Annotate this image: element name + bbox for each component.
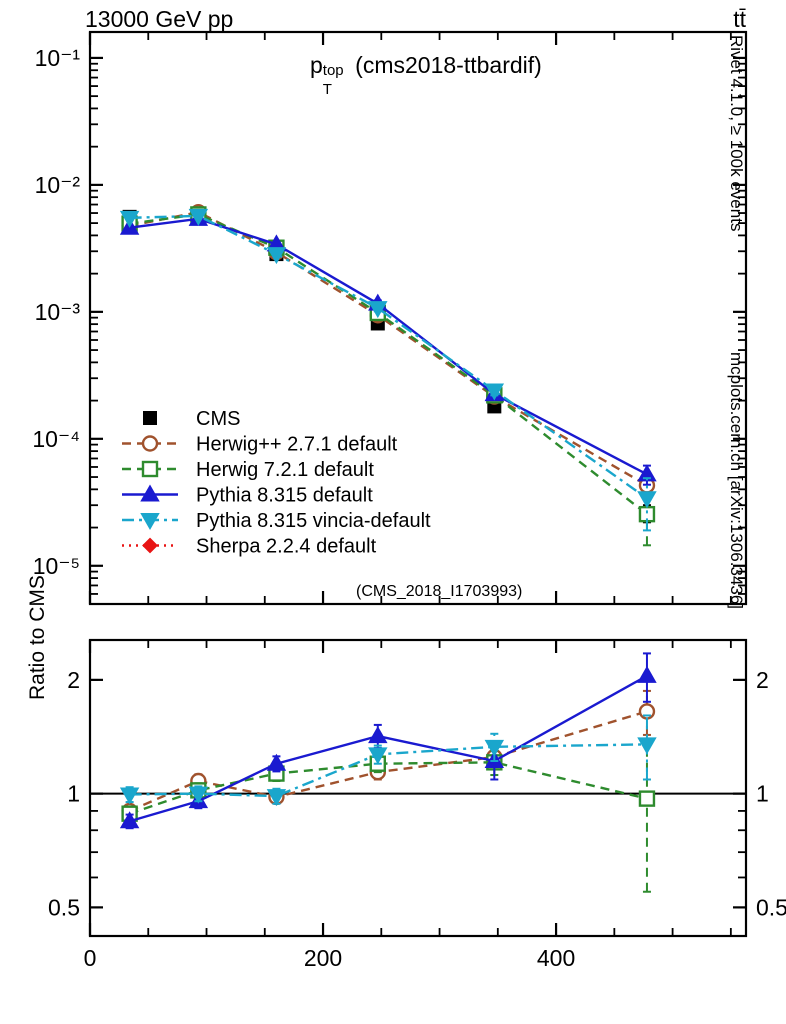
data-marker [266, 753, 287, 771]
legend-label: Herwig 7.2.1 default [196, 459, 374, 481]
data-marker [637, 491, 657, 509]
ratio-ytick-label-right: 1 [756, 781, 769, 807]
ratio-axis-label: Ratio to CMS [26, 575, 49, 700]
data-marker [637, 737, 657, 755]
main-line-herwig7 [129, 213, 648, 516]
data-marker [368, 301, 388, 319]
xtick-label: 400 [537, 945, 575, 971]
ratio-line-vincia [129, 743, 647, 798]
main-line-vincia [129, 214, 648, 500]
data-marker [368, 726, 388, 744]
data-marker [140, 484, 160, 502]
data-marker [142, 537, 158, 554]
main-ytick-label: 10⁻² [35, 172, 81, 198]
main-line-herwigpp [129, 210, 648, 487]
data-marker [119, 787, 140, 805]
data-marker [638, 790, 656, 807]
legend-entry-cms[interactable]: CMS [143, 408, 240, 430]
data-marker [266, 247, 287, 265]
legend-label: CMS [196, 408, 240, 430]
data-marker [188, 208, 209, 226]
side-label-rivet: Rivet 4.1.0, ≥ 100k events [727, 35, 746, 232]
ratio-ytick-label: 2 [67, 667, 80, 693]
data-marker [484, 383, 505, 401]
legend-label: Pythia 8.315 default [196, 485, 373, 507]
ratio-line-herwigpp [129, 710, 648, 813]
legend-entry-herwig7[interactable]: Herwig 7.2.1 default [122, 459, 374, 481]
side-label-mcplots: mcplots.cern.ch [arXiv:1306.3436] [727, 352, 746, 610]
main-ytick-label: 10⁻¹ [35, 45, 81, 71]
data-marker [119, 210, 140, 228]
data-marker [266, 789, 287, 807]
ratio-panel-frame [88, 638, 748, 938]
main-ytick-label: 10⁻⁴ [32, 426, 80, 452]
main-series-vincia [119, 208, 657, 532]
data-marker [141, 435, 159, 452]
ratio-ytick-label: 1 [67, 781, 80, 807]
title-suffix: (cms2018-ttbardif) [348, 52, 542, 78]
title-symbol: p [310, 52, 323, 78]
legend-label: Sherpa 2.2.4 default [196, 536, 377, 558]
data-marker [637, 665, 657, 683]
xtick-label: 200 [304, 945, 342, 971]
header-right-label: tt̄ [733, 6, 746, 32]
ratio-ytick-label: 0.5 [48, 894, 80, 920]
legend-entry-vincia[interactable]: Pythia 8.315 vincia-default [122, 510, 431, 532]
data-marker [188, 786, 209, 804]
title-subscript: T [322, 81, 332, 98]
data-marker [143, 411, 157, 425]
data-marker [140, 513, 160, 531]
data-marker [141, 460, 159, 478]
legend-label: Herwig++ 2.7.1 default [196, 434, 398, 456]
data-marker [484, 739, 505, 757]
ratio-series-vincia [119, 714, 657, 807]
ratio-line-pythia [129, 674, 648, 823]
legend-entry-herwigpp[interactable]: Herwig++ 2.7.1 default [122, 434, 398, 456]
ratio-series-herwig7 [121, 738, 656, 893]
ratio-ytick-label-right: 2 [756, 667, 769, 693]
legend-entry-pythia[interactable]: Pythia 8.315 default [122, 484, 373, 507]
data-marker [119, 811, 140, 829]
legend-entry-sherpa[interactable]: Sherpa 2.2.4 default [122, 536, 377, 558]
main-ytick-label: 10⁻³ [35, 299, 81, 325]
legend-label: Pythia 8.315 vincia-default [196, 510, 431, 532]
xtick-label: 0 [84, 945, 97, 971]
title-superscript: top [322, 62, 344, 79]
watermark-label: (CMS_2018_I1703993) [356, 583, 523, 600]
main-ytick-label: 10⁻⁵ [33, 553, 80, 579]
header-left-label: 13000 GeV pp [85, 6, 234, 32]
ratio-ytick-label-right: 0.5 [756, 894, 786, 920]
page-title: p top T (cms2018-ttbardif) [310, 52, 542, 98]
data-marker [368, 747, 388, 765]
